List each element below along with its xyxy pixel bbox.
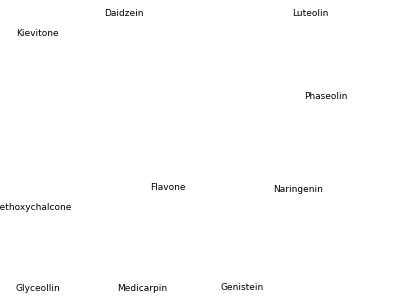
Text: Daidzein: Daidzein (104, 9, 144, 18)
Text: Luteolin: Luteolin (292, 9, 328, 18)
Text: 4-Methoxychalcone: 4-Methoxychalcone (0, 203, 72, 212)
Text: Naringenin: Naringenin (273, 185, 323, 194)
Text: Medicarpin: Medicarpin (117, 284, 167, 293)
Text: Kievitone: Kievitone (16, 29, 59, 38)
Text: Genistein: Genistein (220, 283, 264, 292)
Text: Flavone: Flavone (150, 183, 186, 192)
Text: Phaseolin: Phaseolin (304, 92, 347, 101)
Text: Glyceollin: Glyceollin (16, 284, 60, 293)
